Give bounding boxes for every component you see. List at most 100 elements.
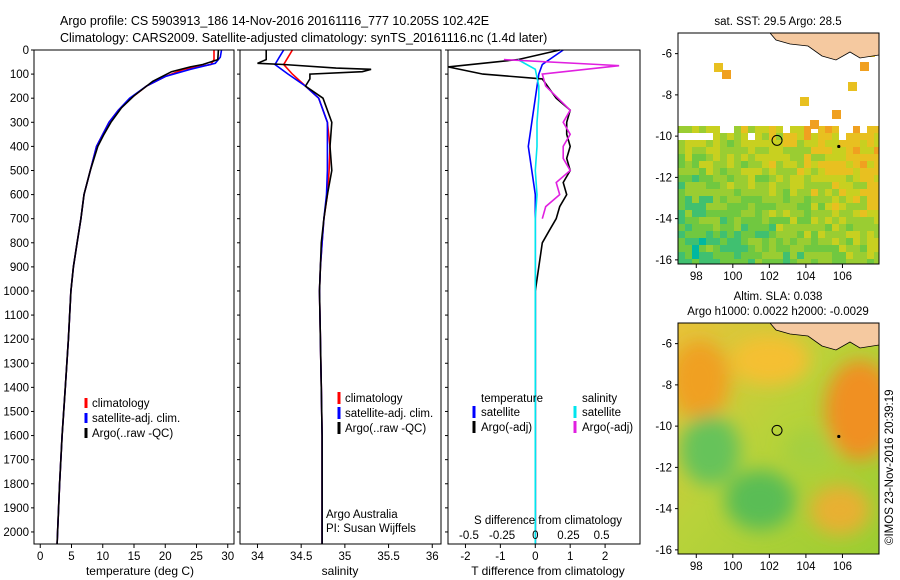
sst-cell [853, 168, 860, 175]
sst-cell [734, 217, 741, 224]
sst-cell [832, 196, 839, 203]
sst-cell [699, 175, 706, 182]
temperature-xtick-label: 10 [96, 551, 109, 563]
sst-cell [797, 168, 804, 175]
sst-cell [776, 259, 783, 264]
s-scale-tick-label: -0.25 [489, 530, 515, 542]
sst-cell [727, 182, 734, 189]
sst-cell [853, 196, 860, 203]
sst-cell [853, 140, 860, 147]
sst-cell [804, 196, 811, 203]
sst-cell [706, 210, 713, 217]
sst-cell [699, 252, 706, 259]
sst-cell [825, 182, 832, 189]
sst-cell [734, 203, 741, 210]
sst-cell [832, 110, 841, 119]
sst-cell [769, 161, 776, 168]
sst-cell [713, 161, 720, 168]
sst-cell [839, 224, 846, 231]
sst-cell [734, 140, 741, 147]
sst-cell [692, 140, 699, 147]
sst-cell [790, 189, 797, 196]
sst-cell [818, 252, 825, 259]
sst-cell [762, 231, 769, 238]
sst-cell [832, 189, 839, 196]
sst-cell [818, 224, 825, 231]
sst-cell [755, 126, 762, 133]
sst-cell [706, 203, 713, 210]
sst-cell [783, 154, 790, 161]
sst-cell [678, 147, 685, 154]
sst-cell [769, 231, 776, 238]
sst-cell [748, 196, 755, 203]
sst-cell [790, 252, 797, 259]
sst-cell [755, 133, 762, 140]
sst-cell [762, 175, 769, 182]
sst-cell [825, 126, 832, 133]
sst-cell [755, 154, 762, 161]
sst-cell [846, 245, 853, 252]
legend-header-temperature: temperature [481, 393, 543, 405]
sst-cell [804, 133, 811, 140]
sst-map-xtick-label: 104 [796, 271, 816, 283]
sla-map-subtitle: Argo h1000: 0.0022 h2000: -0.0029 [687, 306, 869, 318]
sst-cell [811, 224, 818, 231]
sst-cell [748, 126, 755, 133]
sst-cell [734, 154, 741, 161]
sst-cell [818, 196, 825, 203]
sst-cell [755, 252, 762, 259]
sst-cell [818, 182, 825, 189]
sst-cell [853, 245, 860, 252]
sst-cell [734, 168, 741, 175]
sst-land [769, 33, 879, 61]
sst-cell [755, 259, 762, 264]
sst-cell [811, 189, 818, 196]
legend-label-satellite: satellite-adj. clim. [345, 408, 433, 420]
series-line-salinity-satellite [517, 58, 540, 544]
sst-cell [685, 224, 692, 231]
sst-cell [706, 182, 713, 189]
sst-cell [727, 133, 734, 140]
sst-cell [783, 168, 790, 175]
sst-cell [776, 203, 783, 210]
sst-cell [818, 217, 825, 224]
salinity-legend: climatology satellite-adj. clim. Argo(..… [337, 392, 433, 435]
sst-cell [762, 196, 769, 203]
sst-cell [769, 217, 776, 224]
depth-ytick-label: 600 [10, 190, 29, 202]
sst-cell [692, 154, 699, 161]
sst-cell [867, 161, 874, 168]
sst-cell [699, 259, 706, 264]
sst-cell [832, 259, 839, 264]
sst-cell [848, 82, 857, 91]
sst-cell [713, 133, 720, 140]
legend-label-temp-argo: Argo(-adj) [481, 422, 532, 434]
sst-cell [692, 161, 699, 168]
difference-xtick-label: 0 [532, 551, 538, 563]
sst-cell [755, 189, 762, 196]
sst-cell [825, 133, 832, 140]
sst-cell [713, 175, 720, 182]
sst-cell [713, 147, 720, 154]
sst-cell [811, 168, 818, 175]
sst-cell [692, 203, 699, 210]
sst-cell [797, 147, 804, 154]
sst-cell [776, 217, 783, 224]
salinity-axes: 34 34.5 35 35.5 36 [237, 49, 442, 563]
sst-cell [811, 147, 818, 154]
sst-cell [797, 133, 804, 140]
difference-xtick-label: 1 [567, 551, 573, 563]
sst-cell [797, 161, 804, 168]
depth-ytick-label: 1100 [4, 310, 29, 322]
sla-map-xtick-label: 100 [723, 561, 742, 573]
sst-cell [713, 154, 720, 161]
sst-cell [741, 182, 748, 189]
sst-cell [818, 203, 825, 210]
sst-cell [804, 231, 811, 238]
series-line-argo-raw-qc- [257, 50, 372, 544]
sst-cell [741, 203, 748, 210]
sla-map-ytick-label: -12 [655, 462, 672, 474]
legend-label-sal-argo: Argo(-adj) [582, 422, 633, 434]
sst-cell [685, 161, 692, 168]
depth-ytick-label: 1300 [3, 358, 29, 370]
